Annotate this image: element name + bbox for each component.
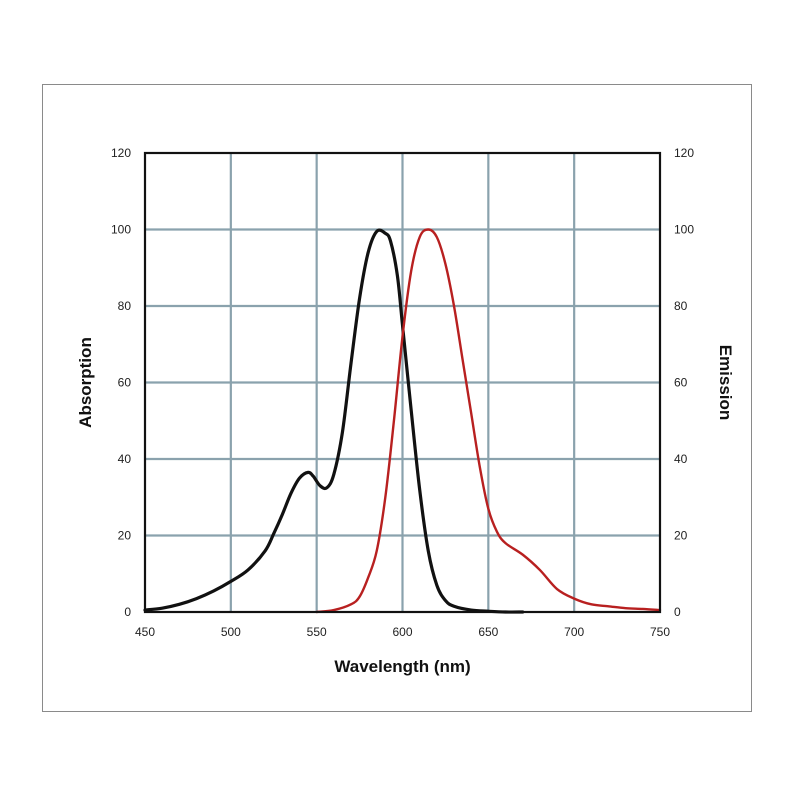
figure-frame: 450 500 550 600 650 700 750 0 0 20 20 40 40 60 60 80 80 1…	[42, 84, 752, 712]
grid-lines	[145, 153, 660, 612]
x-tick-label: 450	[135, 625, 155, 639]
y-tick-label-right: 100	[674, 223, 694, 237]
y-axis-title-left: Absorption	[76, 337, 95, 428]
absorption-series-line	[143, 228, 525, 614]
x-tick-label: 550	[307, 625, 327, 639]
y-tick-label-right: 120	[674, 146, 694, 160]
x-axis-title: Wavelength (nm)	[334, 657, 470, 676]
y-tick-label-right: 80	[674, 299, 688, 313]
y-tick-label-left: 120	[111, 146, 131, 160]
y-tick-label-right: 20	[674, 529, 688, 543]
y-axis-title-right: Emission	[716, 345, 735, 421]
spectrum-chart: 450 500 550 600 650 700 750 0 0 20 20 40 40 60 60 80 80 1…	[76, 146, 735, 676]
x-tick-label: 600	[392, 625, 412, 639]
y-tick-label-right: 40	[674, 452, 688, 466]
y-tick-label-left: 80	[118, 299, 132, 313]
y-tick-label-left: 40	[118, 452, 132, 466]
series-layer	[143, 228, 662, 614]
x-tick-label: 650	[478, 625, 498, 639]
y-tick-label-left: 60	[118, 376, 132, 390]
y-tick-label-left: 20	[118, 529, 132, 543]
x-tick-label: 750	[650, 625, 670, 639]
y-tick-label-right: 0	[674, 605, 681, 619]
x-tick-label: 500	[221, 625, 241, 639]
y-tick-label-left: 100	[111, 223, 131, 237]
plot-frame	[143, 151, 662, 614]
emission-series-line	[315, 228, 662, 614]
y-tick-label-left: 0	[124, 605, 131, 619]
x-tick-label: 700	[564, 625, 584, 639]
y-tick-label-right: 60	[674, 376, 688, 390]
tick-labels: 450 500 550 600 650 700 750 0 0 20 20 40 40 60 60 80 80 1…	[111, 146, 694, 639]
